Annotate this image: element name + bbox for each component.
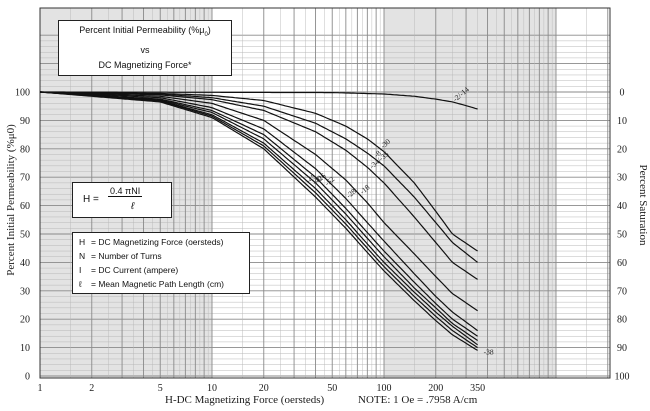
- legend-rows: H = DC Magnetizing Force (oersteds) N = Num…: [79, 237, 249, 293]
- x-tick-label: 50: [327, 383, 337, 394]
- y-tick-label-left: 40: [20, 258, 30, 269]
- y-axis-label-right: Percent Saturation: [637, 165, 649, 246]
- legend-symbol: H: [79, 237, 86, 247]
- y-tick-label-left: 70: [20, 173, 30, 184]
- formula-denominator: ℓ: [131, 201, 135, 212]
- y-tick-label-right: 60: [617, 258, 627, 269]
- legend-row: H = DC Magnetizing Force (oersteds): [79, 237, 249, 251]
- y-tick-label-right: 80: [617, 315, 627, 326]
- formula-numerator: 0.4 πNI: [108, 186, 143, 197]
- formula-box: H = 0.4 πNI ℓ: [72, 182, 172, 218]
- curve-18: [39, 91, 478, 312]
- y-tick-label-right: 30: [617, 173, 627, 184]
- grid-band: [384, 8, 556, 378]
- y-tick-label-left: 100: [15, 88, 30, 99]
- unit-note: NOTE: 1 Oe = .7958 A/cm: [358, 394, 478, 406]
- y-tick-label-right: 40: [617, 201, 627, 212]
- y-axis-label-left: Percent Initial Permeability (%μ0): [5, 124, 17, 276]
- x-tick-label: 5: [158, 383, 163, 394]
- x-tick-label: 20: [259, 383, 269, 394]
- legend-row: I = DC Current (ampere): [79, 265, 249, 279]
- chart-title-line1: Percent Initial Permeability (%μ0): [79, 25, 211, 38]
- formula-lhs: H =: [83, 194, 99, 205]
- y-tick-label-right: 70: [617, 286, 627, 297]
- y-tick-label-left: 50: [20, 230, 30, 241]
- x-tick-label: 200: [428, 383, 443, 394]
- y-tick-label-left: 60: [20, 201, 30, 212]
- x-tick-label: 1: [38, 383, 43, 394]
- y-tick-label-right: 90: [617, 343, 627, 354]
- legend-row: ℓ = Mean Magnetic Path Length (cm): [79, 279, 249, 293]
- x-tick-label: 2: [89, 383, 94, 394]
- chart-title-line2: vs: [140, 44, 150, 55]
- chart-title-line3: DC Magnetizing Force*: [98, 59, 192, 70]
- curve-34/-35: [39, 91, 478, 280]
- y-tick-label-left: 80: [20, 144, 30, 155]
- ticks: 1 2 5 10 20 50 100 200 3501009080706050403020100…: [15, 88, 630, 395]
- legend-text: = DC Current (ampere): [91, 265, 179, 275]
- legend-text: = Number of Turns: [91, 251, 162, 261]
- curve-38: [39, 91, 478, 351]
- y-tick-label-right: 50: [617, 230, 627, 241]
- curve-2/-14: [40, 91, 478, 110]
- legend-symbol: I: [79, 265, 82, 275]
- y-tick-label-left: 20: [20, 315, 30, 326]
- y-tick-label-right: 10: [617, 116, 627, 127]
- legend-symbol: N: [79, 251, 86, 261]
- y-tick-label-right: 100: [615, 372, 630, 383]
- y-tick-label-left: 10: [20, 343, 30, 354]
- legend-symbol: ℓ: [79, 279, 82, 289]
- legend-box: H = DC Magnetizing Force (oersteds) N = Num…: [72, 232, 250, 294]
- y-tick-label-right: 0: [620, 88, 625, 99]
- x-axis-label: H-DC Magnetizing Force (oersteds): [165, 394, 324, 406]
- curve-28: [39, 91, 478, 332]
- plot-frame: [39, 7, 611, 379]
- y-tick-label-left: 0: [25, 372, 30, 383]
- y-tick-label-left: 30: [20, 286, 30, 297]
- curves: -2/-14-30-8-34/-35-18-28-52-26-40-45-38: [39, 85, 494, 356]
- legend-row: N = Number of Turns: [79, 251, 249, 265]
- y-tick-label-left: 90: [20, 116, 30, 127]
- x-tick-label: 10: [207, 383, 217, 394]
- x-tick-label: 100: [377, 383, 392, 394]
- curve-label: -38: [484, 347, 494, 356]
- legend-text: = DC Magnetizing Force (oersteds): [91, 237, 224, 247]
- y-tick-label-right: 20: [617, 144, 627, 155]
- curve-label: -8: [372, 148, 383, 159]
- x-tick-label: 350: [470, 383, 485, 394]
- legend-text: = Mean Magnetic Path Length (cm): [91, 279, 224, 289]
- chart-title-box: Percent Initial Permeability (%μ0) vs DC…: [58, 20, 232, 76]
